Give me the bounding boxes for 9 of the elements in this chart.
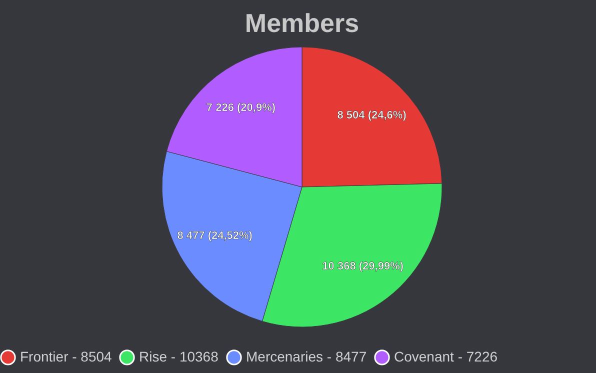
data-label: 8 477 (24,52%)	[177, 230, 253, 242]
data-label: 10 368 (29,99%)	[322, 260, 404, 272]
legend-label: Rise - 10368	[139, 348, 219, 364]
legend-label: Mercenaries - 8477	[246, 348, 367, 364]
chart-title: Members	[244, 8, 360, 38]
legend-label: Covenant - 7226	[394, 348, 498, 364]
legend-label: Frontier - 8504	[20, 348, 112, 364]
data-label: 7 226 (20,9%)	[206, 102, 276, 114]
data-label: 8 504 (24,6%)	[337, 109, 407, 122]
